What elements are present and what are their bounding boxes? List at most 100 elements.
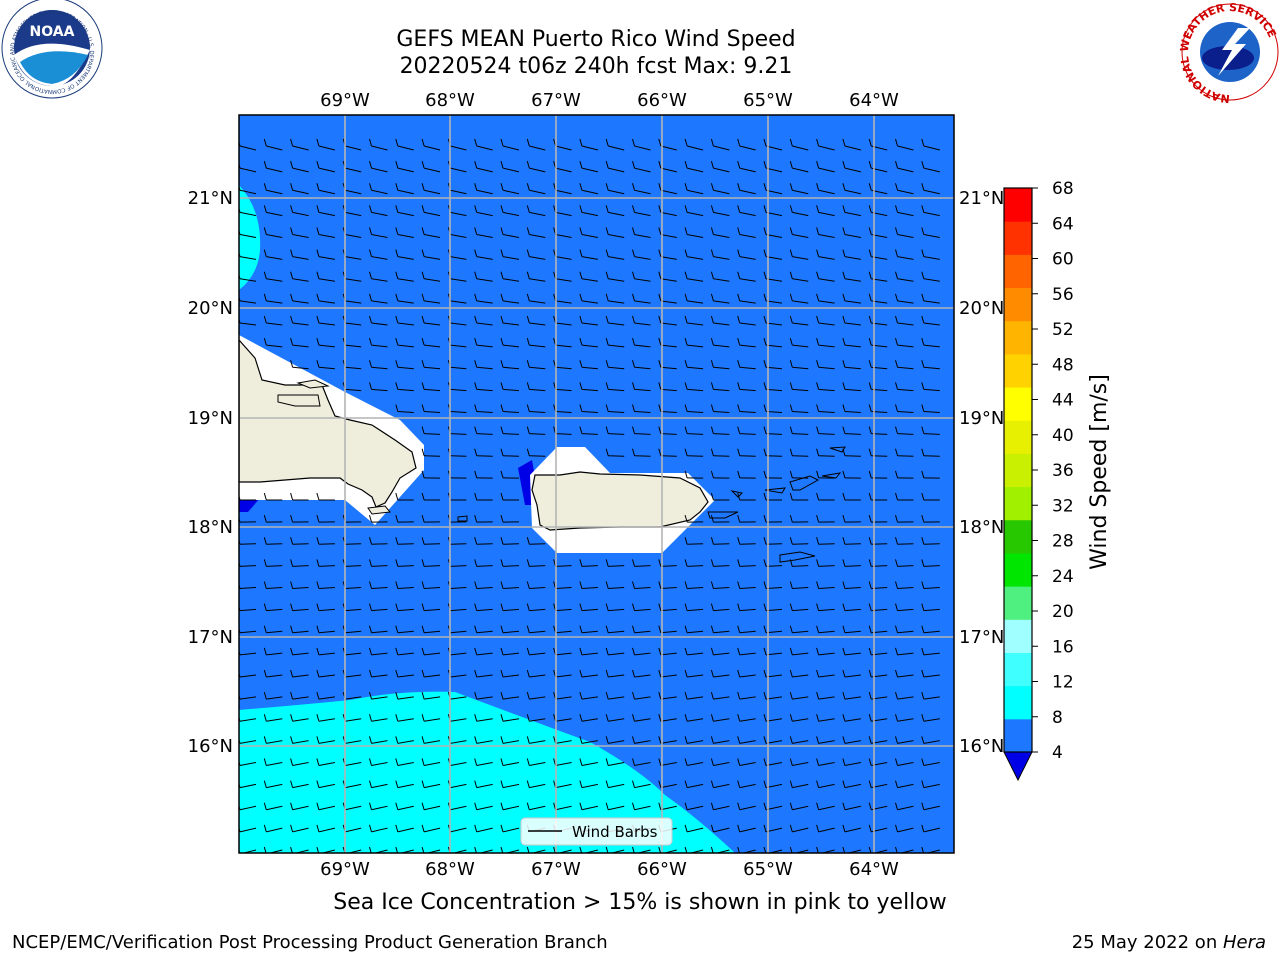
- wind-barb: [395, 492, 414, 501]
- wind-barb: [263, 758, 283, 767]
- wind-barb: [737, 514, 756, 523]
- wind-barb: [421, 514, 441, 523]
- wind-barb: [526, 426, 546, 435]
- wind-barb: [632, 692, 651, 700]
- wind-barb: [579, 205, 598, 217]
- wind-barb: [369, 183, 388, 195]
- wind-barb: [605, 647, 625, 656]
- wind-barb: [710, 581, 730, 590]
- wind-barb: [737, 249, 756, 260]
- wind-barb: [369, 360, 388, 370]
- lat-label-right: 21°N: [959, 188, 1004, 209]
- wind-barb: [895, 382, 914, 392]
- wind-barb: [658, 448, 677, 457]
- wind-barb: [816, 426, 835, 435]
- wind-barb: [290, 315, 309, 326]
- wind-barb: [737, 714, 756, 722]
- wind-barb: [895, 160, 914, 173]
- wind-barb: [710, 360, 730, 370]
- wind-barb: [500, 736, 520, 744]
- wind-barb: [895, 470, 914, 479]
- wind-barb: [263, 780, 283, 789]
- wind-barb: [710, 470, 730, 479]
- wind-barb: [526, 802, 546, 811]
- wind-barb: [789, 315, 809, 326]
- wind-barb: [816, 736, 835, 744]
- wind-barb: [605, 271, 625, 282]
- wind-barb: [316, 824, 336, 833]
- colorbar-segment: [1004, 685, 1032, 720]
- wind-barb: [710, 514, 730, 523]
- colorbar-tick-label: 48: [1052, 355, 1074, 375]
- footer-date-text: 25 May 2022 on: [1071, 932, 1223, 953]
- wind-barb: [921, 492, 940, 501]
- colorbar-segment: [1004, 420, 1032, 454]
- lat-label-left: 21°N: [188, 188, 233, 209]
- wind-barb: [816, 249, 835, 260]
- wind-barb: [632, 205, 651, 217]
- wind-barb: [632, 736, 651, 744]
- wind-barb: [474, 758, 493, 767]
- wind-barb: [474, 647, 493, 656]
- wind-barb: [500, 426, 520, 435]
- wind-barb: [263, 824, 283, 833]
- wind-barb: [290, 271, 309, 282]
- wind-barb: [842, 692, 861, 700]
- wind-barb: [710, 448, 730, 457]
- wind-barb: [263, 692, 283, 700]
- wind-barb: [395, 183, 414, 195]
- wind-barb: [842, 758, 861, 767]
- wind-barb: [526, 537, 546, 545]
- wind-barb: [684, 714, 704, 722]
- wind-barb: [316, 514, 335, 523]
- wind-barb: [921, 514, 940, 523]
- wind-barb: [895, 183, 914, 195]
- wind-barb: [474, 603, 493, 612]
- wind-barb: [921, 160, 940, 173]
- wind-barb: [737, 537, 756, 545]
- wind-barb: [263, 647, 283, 656]
- wind-barb: [474, 426, 493, 435]
- wind-barb: [500, 205, 520, 217]
- wind-barb: [369, 758, 388, 767]
- lon-label-bottom: 64°W: [849, 859, 899, 880]
- wind-barb: [710, 669, 730, 678]
- wind-barb: [684, 581, 704, 590]
- wind-barb: [632, 249, 651, 260]
- colorbar-segment: [1004, 320, 1032, 355]
- wind-barb: [789, 692, 809, 700]
- wind-barb: [632, 404, 651, 413]
- wind-barb: [710, 337, 730, 348]
- wind-barb: [816, 625, 835, 634]
- wind-barb: [474, 205, 493, 217]
- wind-barb: [579, 647, 598, 656]
- lat-label-left: 17°N: [188, 627, 233, 648]
- wind-barb: [895, 448, 914, 457]
- wind-barb: [895, 293, 914, 304]
- wind-barb: [737, 382, 756, 392]
- wind-barb: [526, 603, 546, 612]
- wind-barb: [816, 205, 835, 217]
- wind-barb: [263, 492, 283, 501]
- wind-barb: [737, 824, 756, 833]
- wind-barb: [921, 382, 940, 392]
- wind-barb: [474, 315, 493, 326]
- colorbar-segment: [1004, 718, 1032, 753]
- wind-barb: [921, 647, 940, 656]
- wind-barb: [421, 537, 441, 545]
- wind-barb: [395, 160, 414, 173]
- wind-barb: [816, 603, 835, 612]
- wind-barb: [842, 714, 861, 722]
- wind-barb: [921, 559, 940, 567]
- legend: Wind Barbs: [520, 817, 673, 846]
- wind-barb: [737, 448, 756, 457]
- colorbar-segment: [1004, 221, 1032, 255]
- wind-barb: [290, 337, 309, 348]
- wind-barb: [658, 581, 677, 590]
- wind-barb: [842, 669, 861, 678]
- wind-barb: [789, 205, 809, 217]
- wind-barb: [395, 780, 414, 789]
- wind-barb: [526, 315, 546, 326]
- wind-barb: [842, 249, 861, 260]
- wind-barb: [921, 448, 940, 457]
